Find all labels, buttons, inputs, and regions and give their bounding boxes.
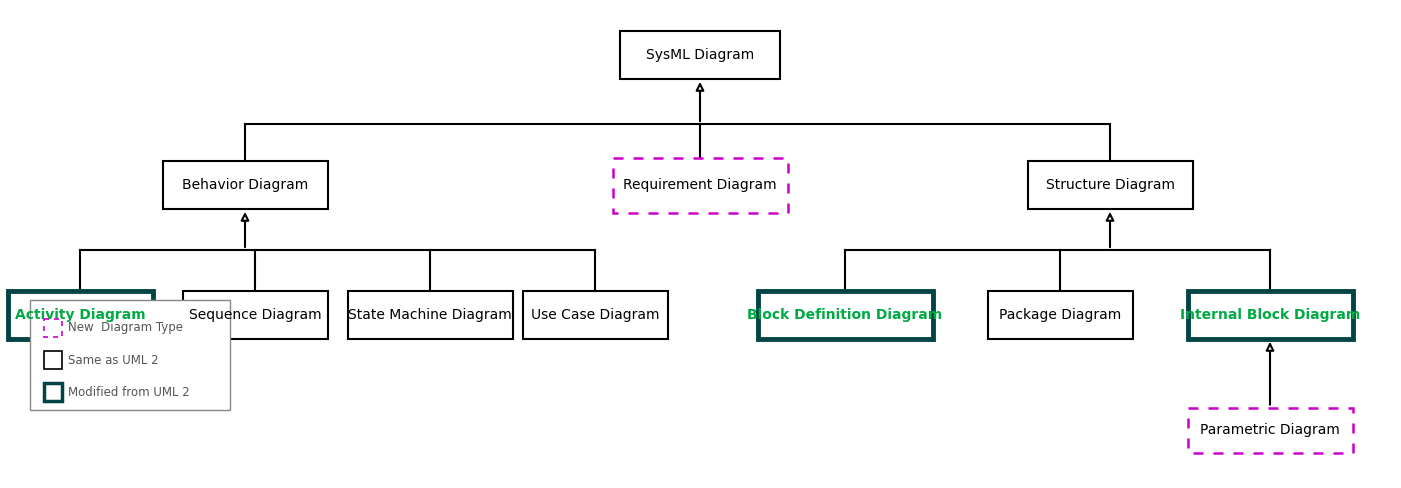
Bar [7, 291, 153, 339]
Text: Parametric Diagram: Parametric Diagram [1201, 423, 1339, 437]
Bar [43, 383, 62, 401]
Bar [621, 31, 780, 79]
Text: Behavior Diagram: Behavior Diagram [182, 178, 308, 192]
Bar [1188, 291, 1352, 339]
Bar [758, 291, 933, 339]
Text: Activity Diagram: Activity Diagram [14, 308, 146, 322]
Text: Use Case Diagram: Use Case Diagram [531, 308, 660, 322]
Text: Internal Block Diagram: Internal Block Diagram [1180, 308, 1360, 322]
Text: Modified from UML 2: Modified from UML 2 [69, 386, 189, 399]
Bar [163, 161, 328, 209]
Text: New  Diagram Type: New Diagram Type [69, 322, 184, 334]
Bar [612, 158, 787, 212]
Bar [347, 291, 513, 339]
Bar [43, 319, 62, 337]
Bar [523, 291, 667, 339]
Text: Block Definition Diagram: Block Definition Diagram [748, 308, 943, 322]
Text: State Machine Diagram: State Machine Diagram [347, 308, 511, 322]
Bar [182, 291, 328, 339]
Bar [29, 300, 230, 410]
Text: Sequence Diagram: Sequence Diagram [189, 308, 321, 322]
Bar [1188, 407, 1352, 452]
Text: Package Diagram: Package Diagram [999, 308, 1121, 322]
Text: Same as UML 2: Same as UML 2 [69, 353, 158, 366]
Bar [1027, 161, 1192, 209]
Text: Requirement Diagram: Requirement Diagram [623, 178, 776, 192]
Bar [43, 351, 62, 369]
Text: Structure Diagram: Structure Diagram [1045, 178, 1174, 192]
Bar [988, 291, 1132, 339]
Text: SysML Diagram: SysML Diagram [646, 48, 754, 62]
